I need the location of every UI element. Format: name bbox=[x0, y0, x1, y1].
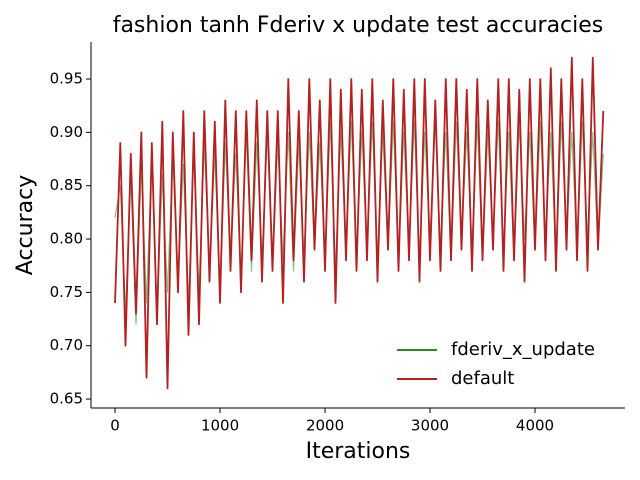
y-tick-label: 0.90 bbox=[50, 123, 83, 141]
chart-title: fashion tanh Fderiv x update test accura… bbox=[113, 13, 604, 38]
y-tick-label: 0.80 bbox=[50, 230, 83, 248]
y-axis-label: Accuracy bbox=[13, 175, 38, 275]
legend-label: default bbox=[451, 368, 514, 389]
x-tick-label: 3000 bbox=[411, 417, 449, 435]
x-axis-label: Iterations bbox=[306, 439, 411, 464]
x-tick-label: 0 bbox=[110, 417, 120, 435]
x-tick-label: 2000 bbox=[306, 417, 344, 435]
y-tick-label: 0.70 bbox=[50, 336, 83, 354]
x-tick-label: 4000 bbox=[516, 417, 554, 435]
y-tick-label: 0.95 bbox=[50, 70, 83, 88]
y-tick-label: 0.75 bbox=[50, 283, 83, 301]
series-line bbox=[114, 56, 605, 390]
x-tick-label: 1000 bbox=[201, 417, 239, 435]
y-tick-label: 0.65 bbox=[50, 390, 83, 408]
y-tick-label: 0.85 bbox=[50, 176, 83, 194]
legend-label: fderiv_x_update bbox=[451, 339, 595, 360]
